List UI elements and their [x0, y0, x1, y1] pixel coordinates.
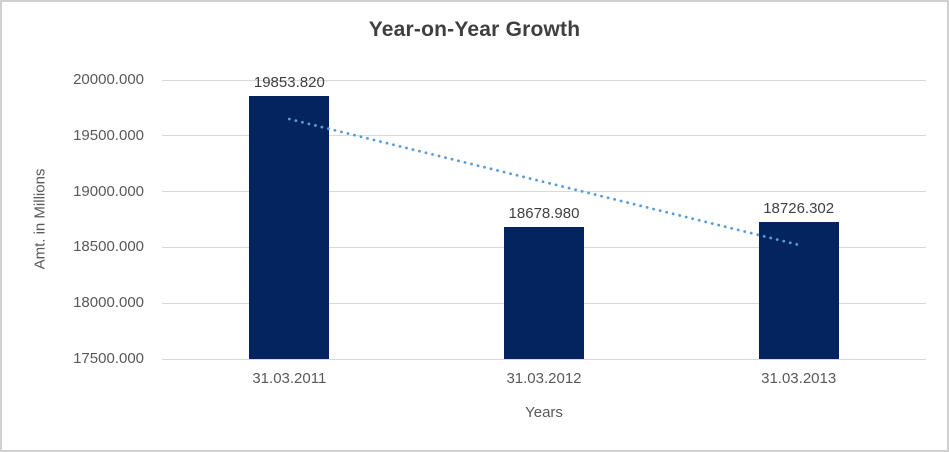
- y-tick-label: 18500.000: [73, 238, 144, 256]
- y-axis-title: Amt. in Millions: [31, 168, 49, 270]
- trendline: [287, 117, 801, 247]
- x-tick-label: 31.03.2012: [506, 370, 582, 387]
- x-tick-label: 31.03.2011: [252, 370, 327, 387]
- gridline: [162, 191, 926, 193]
- x-axis-title: Years: [525, 404, 563, 421]
- bar-value-label: 19853.820: [253, 74, 325, 92]
- gridline: [162, 79, 926, 81]
- x-tick-label: 31.03.2013: [761, 370, 837, 387]
- y-tick-label: 19500.000: [73, 126, 144, 144]
- bar-value-label: 18726.302: [763, 200, 835, 218]
- gridline: [162, 358, 926, 360]
- y-tick-label: 17500.000: [73, 350, 144, 367]
- bar-31.03.2011: [249, 96, 330, 359]
- gridline: [162, 135, 926, 137]
- y-tick-label: 18000.000: [73, 294, 144, 312]
- y-tick-label: 20000.000: [73, 71, 144, 88]
- bar-value-label: 18678.980: [508, 205, 580, 223]
- plot-area: 19853.820 18678.980 18726.302: [162, 74, 926, 360]
- bar-31.03.2012: [504, 227, 584, 359]
- chart-title: Year-on-Year Growth: [368, 18, 581, 41]
- bar-31.03.2013: [758, 222, 839, 359]
- y-tick-label: 19000.000: [73, 182, 144, 200]
